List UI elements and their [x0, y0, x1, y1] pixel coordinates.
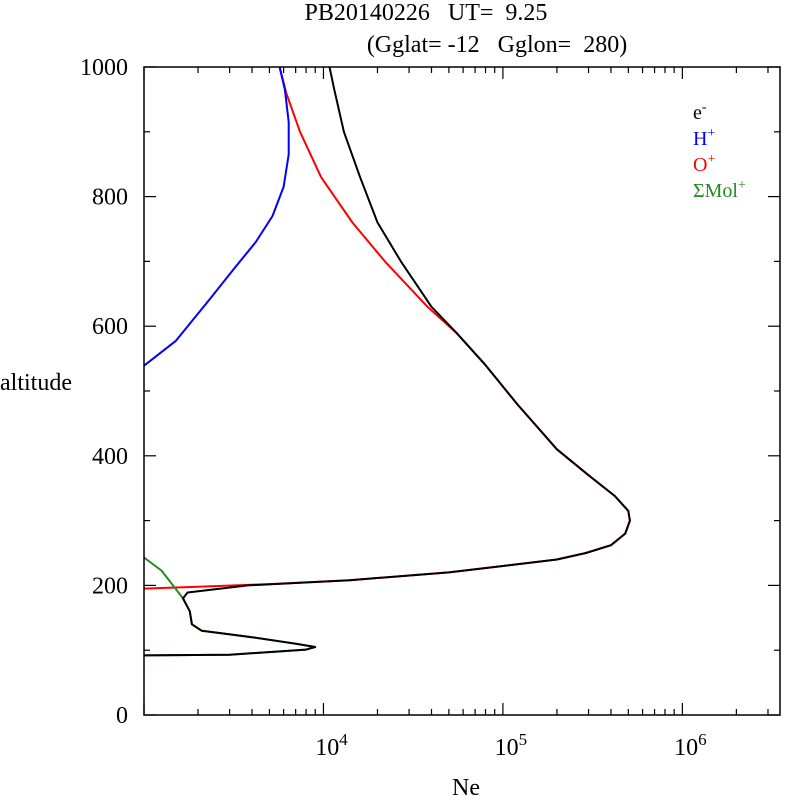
legend-entry: O+	[693, 152, 715, 176]
y-axis-label: altitude	[0, 370, 72, 396]
y-tick-label: 400	[92, 444, 128, 470]
legend-entry: e-	[693, 100, 707, 124]
y-tick-label: 1000	[80, 55, 128, 81]
chart-title: PB20140226 UT= 9.25	[305, 0, 548, 26]
plot-frame	[143, 66, 781, 716]
x-tick-label: 106	[674, 730, 707, 761]
y-tick-label: 600	[92, 314, 128, 340]
legend: e-H+O+ΣMol+	[693, 100, 746, 202]
legend-entry: H+	[693, 126, 715, 150]
y-tick-label: 0	[116, 703, 128, 729]
y-tick-label: 800	[92, 185, 128, 211]
series-line-0	[143, 66, 631, 657]
legend-entry: ΣMol+	[693, 178, 746, 202]
chart-subtitle: (Gglat= -12 Gglon= 280)	[367, 32, 627, 58]
x-tick-label: 104	[315, 730, 348, 761]
x-tick-label: 105	[495, 730, 527, 761]
series-layer	[143, 66, 631, 657]
series-line-3	[143, 556, 317, 657]
series-line-2	[143, 66, 631, 590]
y-tick-label: 200	[92, 573, 128, 599]
x-axis-label: Ne	[452, 775, 480, 796]
series-line-1	[143, 66, 290, 367]
tick-labels: 0 200 400 600 800 1000 104 105 106	[80, 55, 707, 761]
ticks-layer	[143, 66, 780, 716]
